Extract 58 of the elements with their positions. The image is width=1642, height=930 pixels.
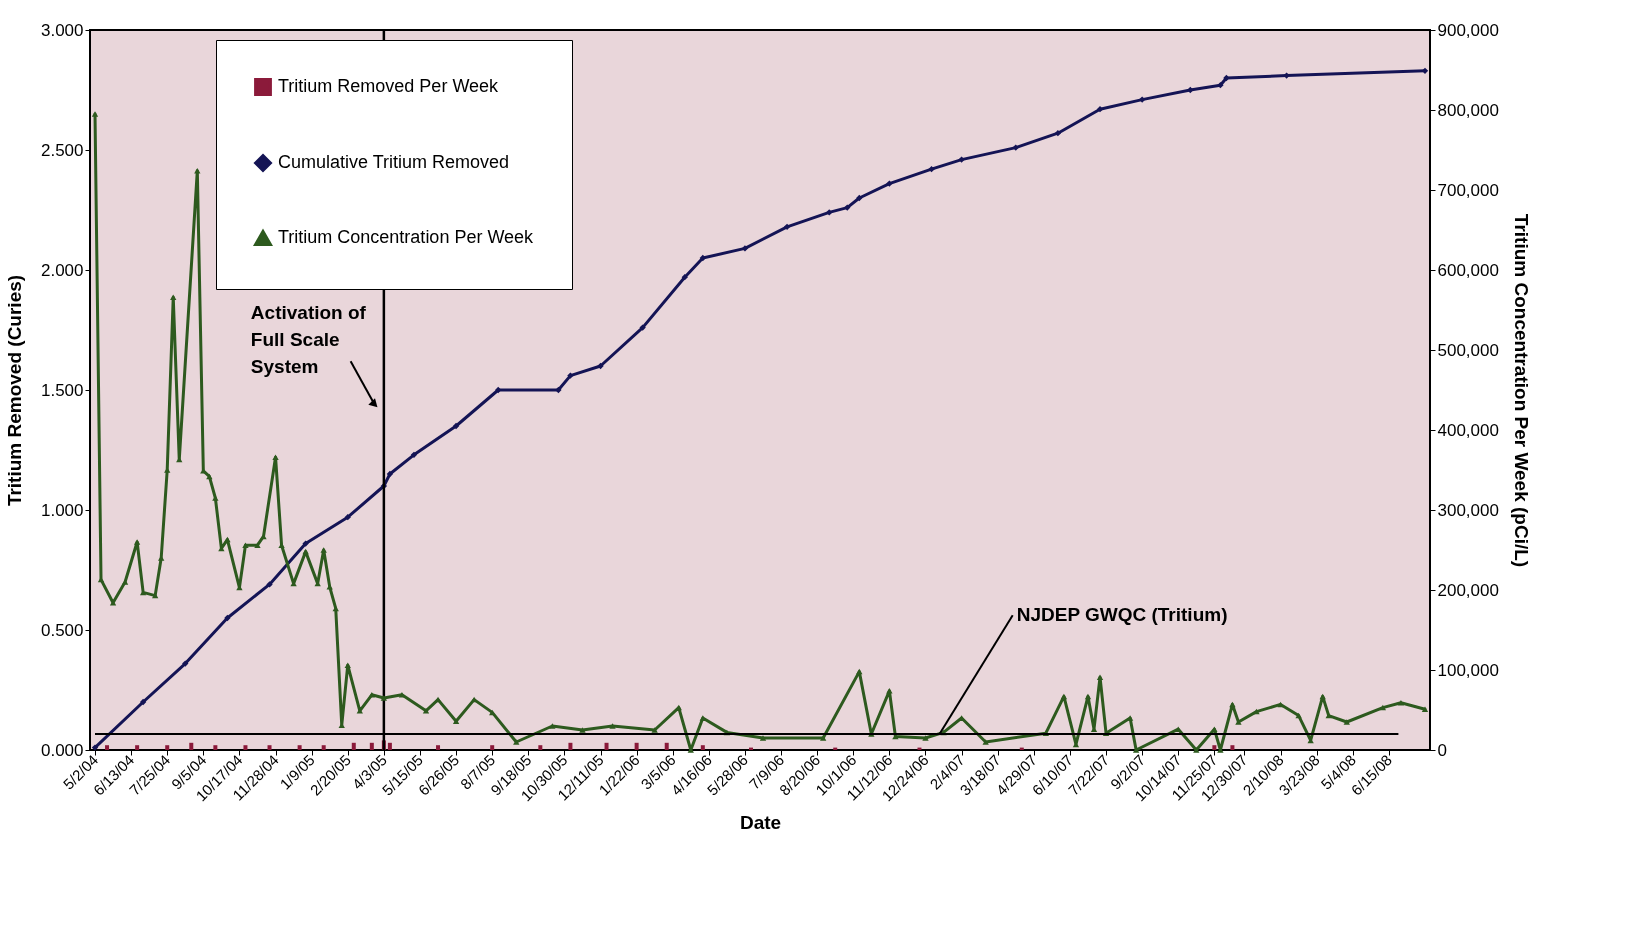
x-axis-title: Date xyxy=(739,812,782,834)
legend-label: Tritium Concentration Per Week xyxy=(278,227,535,247)
point xyxy=(886,180,893,187)
y-tick-label: 1.500 xyxy=(40,380,84,400)
point xyxy=(555,386,562,394)
y-tick-label: 0.000 xyxy=(40,740,84,760)
y2-tick-label: 0 xyxy=(1437,740,1447,760)
y2-tick-label: 100,000 xyxy=(1437,660,1499,680)
point xyxy=(826,209,833,216)
point xyxy=(1283,72,1290,79)
point xyxy=(1054,130,1062,137)
point xyxy=(639,324,646,331)
point xyxy=(699,254,706,262)
point xyxy=(844,204,851,211)
point xyxy=(856,194,863,202)
point xyxy=(139,698,147,706)
point xyxy=(495,386,502,394)
point xyxy=(386,470,394,478)
point xyxy=(1187,86,1194,94)
point xyxy=(410,451,418,458)
y-tick-label: 3.000 xyxy=(40,20,84,40)
point xyxy=(1217,82,1224,89)
point xyxy=(958,156,965,163)
y-tick-label: 2.000 xyxy=(40,260,84,280)
point xyxy=(1012,144,1019,151)
y-tick-label: 0.500 xyxy=(40,620,84,640)
point xyxy=(302,540,309,547)
point xyxy=(597,362,604,370)
point xyxy=(224,614,231,622)
point xyxy=(1138,96,1146,103)
point xyxy=(928,166,935,173)
ref-line-label: Activation of Full Scale System xyxy=(250,301,367,377)
point xyxy=(344,514,351,521)
point xyxy=(266,581,273,588)
point xyxy=(1223,74,1230,82)
point xyxy=(452,422,460,430)
y-tick-label: 1.000 xyxy=(40,500,84,520)
y-tick-label: 2.500 xyxy=(40,140,84,160)
y-axis-title: Tritium Removed (Curies) xyxy=(3,274,25,507)
y2-tick-label: 300,000 xyxy=(1437,500,1499,520)
y2-tick-label: 700,000 xyxy=(1437,180,1499,200)
y2-tick-label: 500,000 xyxy=(1437,340,1499,360)
legend-label: Cumulative Tritium Removed xyxy=(278,152,510,172)
ref-line-label: NJDEP GWQC (Tritium) xyxy=(1016,604,1228,626)
point xyxy=(91,744,99,751)
point xyxy=(681,274,688,281)
y2-tick-label: 800,000 xyxy=(1437,100,1499,120)
point xyxy=(1096,106,1104,113)
y2-tick-label: 200,000 xyxy=(1437,580,1499,600)
legend-label: Tritium Removed Per Week xyxy=(278,76,500,96)
point xyxy=(567,372,574,379)
point xyxy=(783,223,791,230)
y2-axis-title: Tritium Concentration Per Week (pCi/L) xyxy=(1510,213,1532,568)
y2-tick-label: 900,000 xyxy=(1437,20,1499,40)
y2-tick-label: 600,000 xyxy=(1437,260,1499,280)
point xyxy=(182,660,189,667)
y2-tick-label: 400,000 xyxy=(1437,420,1499,440)
point xyxy=(741,245,749,252)
